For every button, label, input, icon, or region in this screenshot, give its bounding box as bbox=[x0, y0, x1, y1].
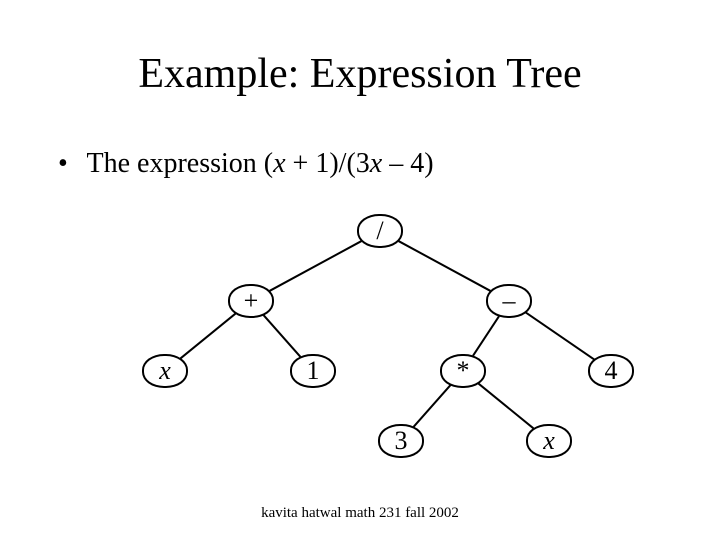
tree-node-one: 1 bbox=[290, 354, 336, 388]
tree-node-minus: – bbox=[486, 284, 532, 318]
tree-node-three: 3 bbox=[378, 424, 424, 458]
tree-edge bbox=[414, 385, 451, 427]
tree-edge bbox=[526, 313, 594, 360]
tree-edge bbox=[399, 241, 491, 291]
tree-edge bbox=[180, 314, 235, 359]
expression-tree: / + – x 1 * 4 3 x bbox=[0, 0, 720, 540]
footer-text: kavita hatwal math 231 fall 2002 bbox=[0, 505, 720, 522]
tree-edge bbox=[478, 384, 533, 429]
slide: Example: Expression Tree • The expressio… bbox=[0, 0, 720, 540]
tree-node-star: * bbox=[440, 354, 486, 388]
tree-node-four: 4 bbox=[588, 354, 634, 388]
tree-node-xR: x bbox=[526, 424, 572, 458]
tree-edge bbox=[270, 241, 362, 291]
tree-node-xL: x bbox=[142, 354, 188, 388]
tree-edge bbox=[473, 316, 499, 355]
tree-edges bbox=[0, 0, 720, 540]
tree-node-plus: + bbox=[228, 284, 274, 318]
tree-edge bbox=[264, 315, 301, 357]
tree-node-root: / bbox=[357, 214, 403, 248]
